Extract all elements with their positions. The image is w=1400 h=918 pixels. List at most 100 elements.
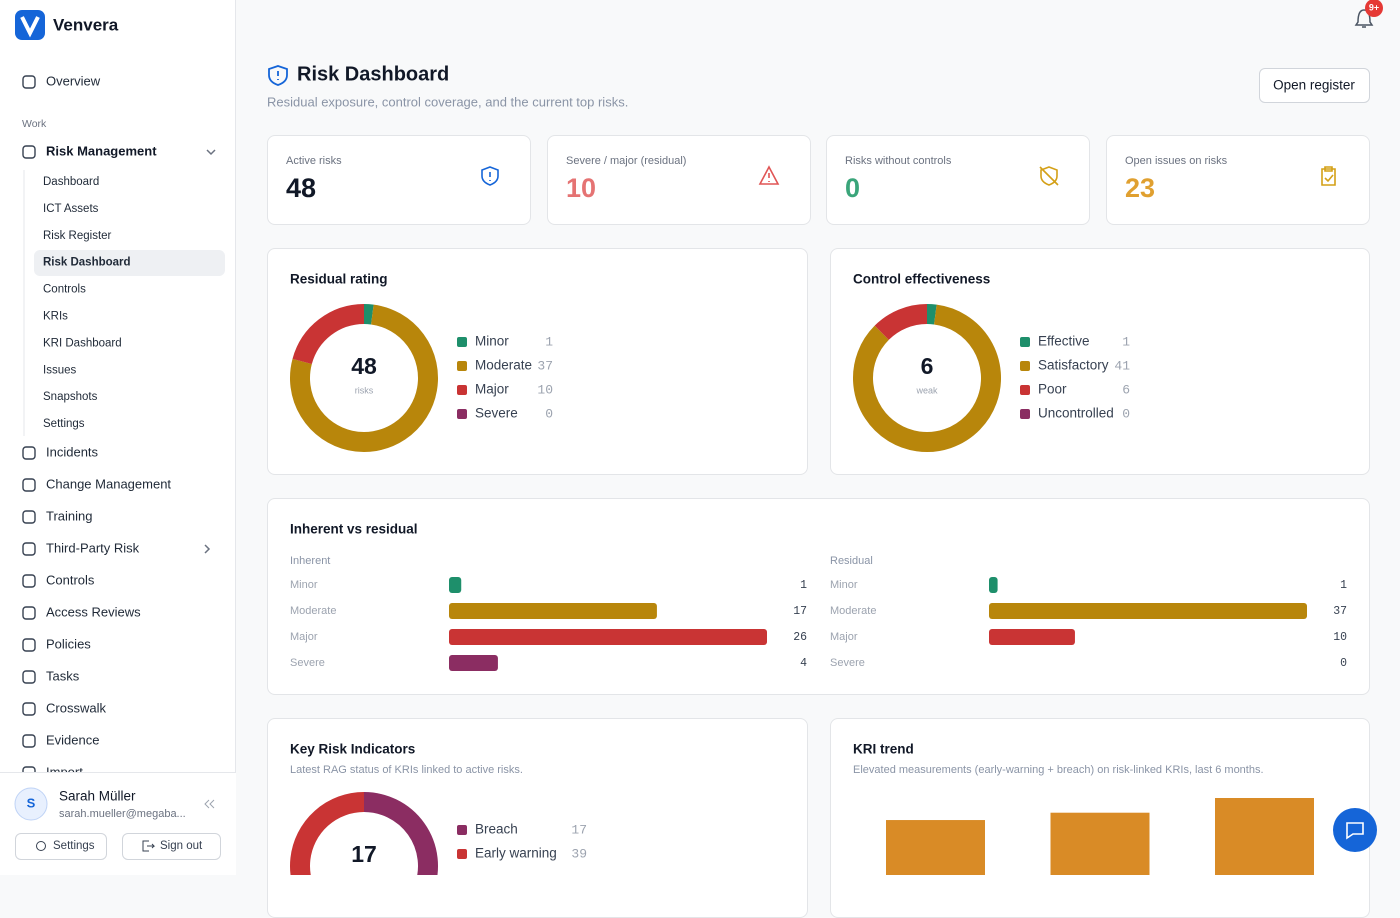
donut-segment [926,304,937,325]
settings-button[interactable] [15,833,107,860]
nav: Overview Work Risk Management Dashboard ICT … [22,73,171,779]
donut-segment [290,792,365,875]
nav-subitem[interactable]: KRIs [43,311,68,323]
legend-swatch [1020,337,1030,347]
bar [1050,812,1150,875]
category-label: Major [290,631,318,643]
collapse[interactable] [204,799,215,809]
active-item [34,250,225,276]
nav-item[interactable]: Training [46,508,92,523]
category-label: Major [830,631,858,643]
user-email: sarah.mueller@megaba... [59,808,186,820]
nav-item[interactable]: Tasks [46,668,80,683]
legend-swatch [1020,361,1030,371]
nav-icon [22,702,36,716]
nav-icon [22,638,36,652]
sidebar [0,0,236,875]
open-register-button[interactable] [1259,68,1370,103]
legend-label: Poor [1038,382,1067,397]
bar-value: 1 [800,579,807,592]
bar-value: 10 [1333,631,1347,644]
nav-subitem[interactable]: Settings [43,418,85,430]
donut-segment [874,304,928,341]
button-label[interactable]: Settings [53,840,95,852]
bar [449,603,657,619]
legend-swatch [457,825,467,835]
donut-center: 6 [921,353,934,379]
logo-mark [20,16,40,38]
legend-value: 17 [571,822,587,837]
chevron [204,544,211,554]
nav-item[interactable]: Import [46,764,83,779]
nav-icon [22,766,36,772]
chat-button[interactable] [1333,808,1377,852]
nav-subitem[interactable]: Risk Dashboard [43,257,131,269]
nav-item[interactable]: Evidence [46,732,99,747]
donut-segment [853,304,1001,452]
legend-swatch [457,385,467,395]
nav-subitem[interactable]: ICT Assets [43,203,99,215]
card-title: Key Risk Indicators [290,742,415,757]
legend-label: Breach [475,822,518,837]
bar [449,577,462,593]
page-subtitle: Residual exposure, control coverage, and… [267,94,628,109]
sign-out-button[interactable] [122,833,221,860]
stat-value: 10 [566,173,596,203]
nav-item[interactable]: Access Reviews [46,604,141,619]
category-label: Moderate [290,605,336,617]
nav-icon [22,478,36,492]
nav-icon [22,670,36,684]
nav-item[interactable]: Incidents [46,444,99,459]
nav-item[interactable]: Third-Party Risk [46,540,140,555]
nav-item[interactable]: Crosswalk [46,700,106,715]
button-label[interactable]: Open register [1273,78,1355,93]
stat-value: 23 [1125,173,1155,203]
legend-swatch [1020,409,1030,419]
category-label: Minor [290,579,318,591]
category-label: Severe [290,657,325,669]
nav-subitem[interactable]: Risk Register [43,230,112,242]
legend-swatch [457,849,467,859]
stat-card [267,135,531,225]
legend-label: Moderate [475,358,532,373]
nav-item[interactable]: Policies [46,636,91,651]
badge-text: 9+ [1369,2,1379,12]
legend-swatch [1020,385,1030,395]
legend-value: 10 [537,382,553,397]
bar-value: 17 [793,605,807,618]
donut-center: 17 [351,841,377,867]
nav-item[interactable]: Overview [46,73,101,88]
category-label: Moderate [830,605,876,617]
nav-icon [22,574,36,588]
stat-icon [1039,166,1059,186]
bar-value: 4 [800,657,807,670]
card-subtitle: Latest RAG status of KRIs linked to acti… [290,764,523,776]
page-title: Risk Dashboard [297,63,449,85]
bar-value: 26 [793,631,807,644]
nav-subitem[interactable]: Dashboard [43,176,99,188]
nav-subitem[interactable]: KRI Dashboard [43,337,122,349]
stat-label: Open issues on risks [1125,155,1228,167]
nav-subitem[interactable]: Controls [43,284,86,296]
nav-item[interactable]: Change Management [46,476,171,491]
card-title: Inherent vs residual [290,522,418,537]
card-title: Residual rating [290,272,388,287]
stat-card [547,135,811,225]
button-label[interactable]: Sign out [160,840,203,852]
chevron [206,149,216,156]
nav-subitem[interactable]: Issues [43,364,76,376]
legend-value: 41 [1114,358,1130,373]
nav-icon [22,510,36,524]
nav-subitem[interactable]: Snapshots [43,391,98,403]
bar-value: 0 [1340,657,1347,670]
bell[interactable] [1354,9,1374,28]
bar [989,629,1075,645]
nav-group[interactable]: Risk Management [46,143,157,158]
chat-icon [1346,822,1364,840]
bar-value: 37 [1333,605,1347,618]
avatar [14,787,48,821]
legend-value: 0 [545,406,553,421]
nav-icon [22,542,36,556]
donut-segment [290,304,438,452]
nav-item[interactable]: Controls [46,572,95,587]
